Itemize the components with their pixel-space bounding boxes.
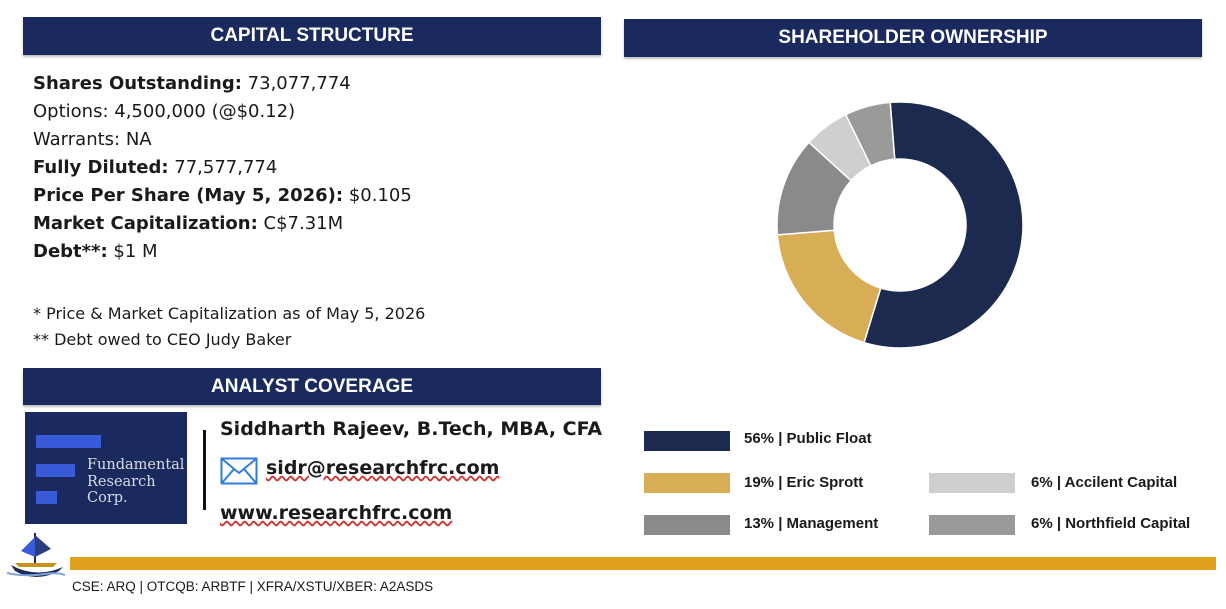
footnote-price: * Price & Market Capitalization as of Ma… <box>33 304 426 323</box>
capital-item-label: Debt**: <box>33 241 108 262</box>
fundamental-research-logo: Fundamental Research Corp. <box>25 412 187 524</box>
capital-item: Fully Diluted: 77,577,774 <box>33 154 412 182</box>
analyst-coverage-header: ANALYST COVERAGE <box>23 368 601 405</box>
website-link[interactable]: www.researchfrc.com <box>220 502 453 524</box>
vertical-divider <box>203 430 206 510</box>
capital-item: Shares Outstanding: 73,077,774 <box>33 70 412 98</box>
legend-swatch-northfield-capital <box>929 515 1015 535</box>
capital-item: Price Per Share (May 5, 2026): $0.105 <box>33 182 412 210</box>
logo-text: Fundamental Research Corp. <box>87 457 184 507</box>
capital-item: Options: 4,500,000 (@$0.12) <box>33 98 412 126</box>
capital-item-value: $1 M <box>107 241 158 262</box>
capital-item: Debt**: $1 M <box>33 238 412 266</box>
legend-swatch-eric-sprott <box>644 473 730 493</box>
donut-slice-eric-sprott <box>776 229 882 344</box>
legend-swatch-accilent-capital <box>929 473 1015 493</box>
legend-label-management: 13% | Management <box>744 515 879 532</box>
capital-item-label: Market Capitalization: <box>33 213 258 234</box>
logo-stripe <box>36 435 101 448</box>
capital-structure-header: CAPITAL STRUCTURE <box>23 17 601 55</box>
footer-gold-band <box>70 557 1216 570</box>
logo-text-line: Research <box>87 473 156 490</box>
ticker-symbols: CSE: ARQ | OTCQB: ARBTF | XFRA/XSTU/XBER… <box>72 579 434 594</box>
capital-structure-list: Shares Outstanding: 73,077,774 Options: … <box>33 70 412 266</box>
capital-item: Market Capitalization: C$7.31M <box>33 210 412 238</box>
capital-item-value: Options: 4,500,000 (@$0.12) <box>33 101 296 122</box>
logo-text-line: Fundamental <box>87 457 185 473</box>
capital-item-value: $0.105 <box>343 185 412 206</box>
capital-item-label: Shares Outstanding: <box>33 73 242 94</box>
logo-text-line: Corp. <box>87 490 128 506</box>
donut-slice-public-float <box>863 101 1024 349</box>
capital-item: Warrants: NA <box>33 126 412 154</box>
capital-item-value: 73,077,774 <box>241 73 351 94</box>
capital-item-label: Price Per Share (May 5, 2026): <box>33 185 344 206</box>
envelope-icon <box>220 457 258 485</box>
legend-label-eric-sprott: 19% | Eric Sprott <box>744 474 864 491</box>
email-link[interactable]: sidr@researchfrc.com <box>266 457 500 479</box>
capital-item-value: Warrants: NA <box>33 129 152 150</box>
donut-slice-northfield-capital <box>844 101 896 167</box>
ownership-donut-chart <box>776 101 1024 349</box>
legend-label-public-float: 56% | Public Float <box>744 430 872 447</box>
footnotes: * Price & Market Capitalization as of Ma… <box>33 301 425 353</box>
shareholder-ownership-header: SHAREHOLDER OWNERSHIP <box>624 19 1202 57</box>
capital-item-value: 77,577,774 <box>168 157 278 178</box>
logo-stripe <box>36 464 75 477</box>
ship-icon <box>6 533 66 577</box>
legend-swatch-management <box>644 515 730 535</box>
capital-item-label: Fully Diluted: <box>33 157 169 178</box>
legend-label-accilent-capital: 6% | Accilent Capital <box>1031 474 1178 491</box>
legend-swatch-public-float <box>644 431 730 451</box>
capital-item-value: C$7.31M <box>257 213 344 234</box>
footnote-debt: ** Debt owed to CEO Judy Baker <box>33 330 292 349</box>
analyst-name: Siddharth Rajeev, B.Tech, MBA, CFA <box>220 418 603 440</box>
logo-stripe <box>36 491 57 504</box>
legend-label-northfield-capital: 6% | Northfield Capital <box>1031 515 1191 532</box>
